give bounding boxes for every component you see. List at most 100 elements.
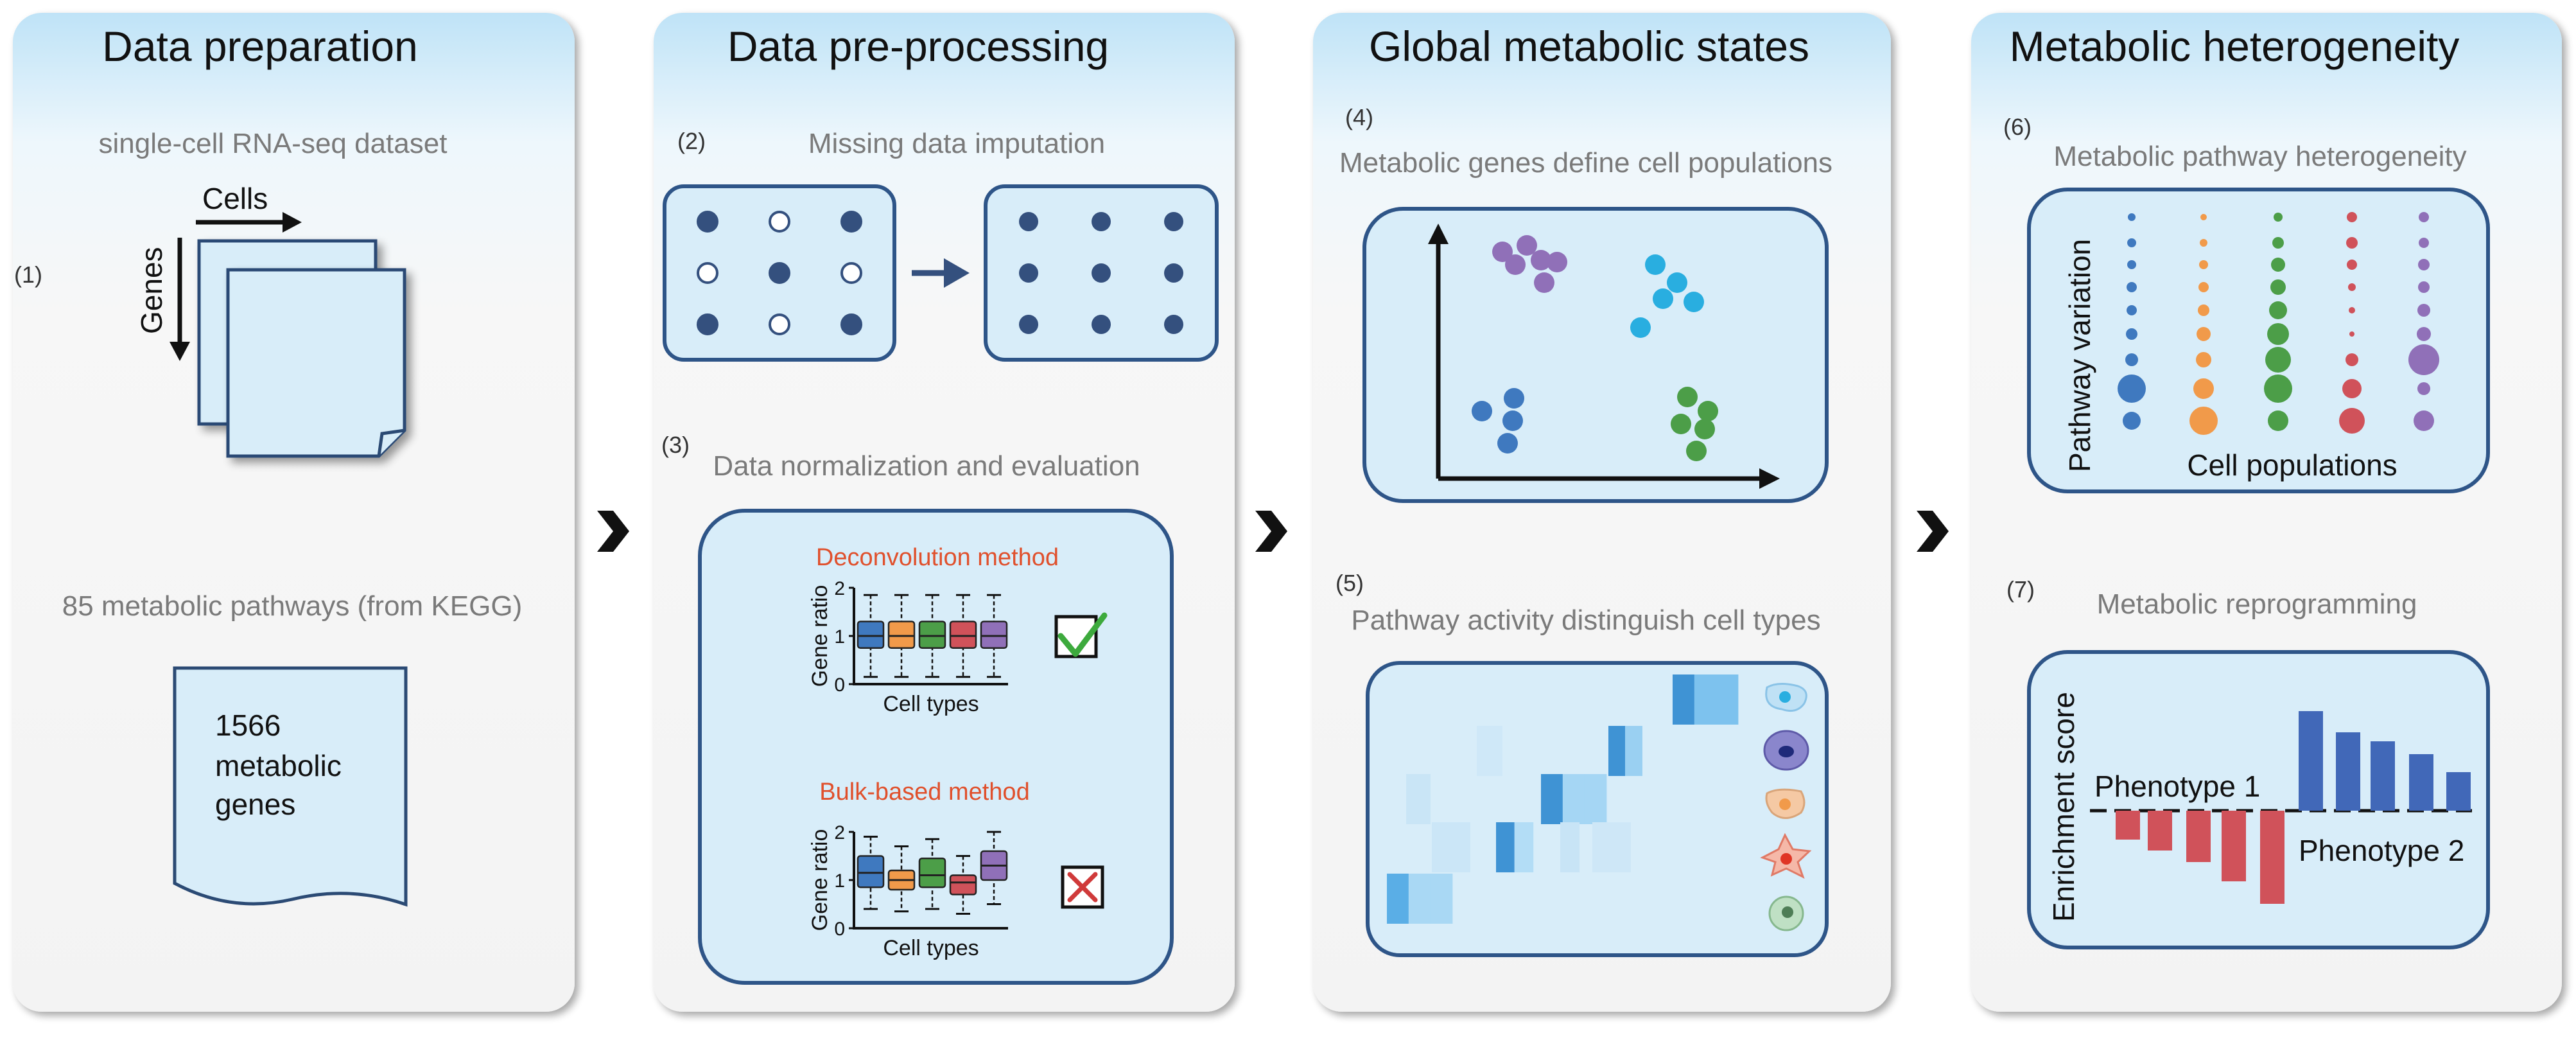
bubble (2196, 352, 2211, 367)
document-line-2: metabolic (215, 749, 342, 782)
box (857, 855, 885, 888)
cell-nucleus (1779, 798, 1791, 810)
cluster-point (1505, 254, 1526, 275)
heatmap-cell-faint (1592, 822, 1631, 872)
pathways-label: 85 metabolic pathways (from KEGG) (62, 590, 522, 622)
heatmap-cell-faint (1477, 726, 1502, 776)
cell-nucleus (1779, 691, 1791, 703)
imputation-label: Missing data imputation (808, 128, 1105, 159)
bubble (2419, 212, 2429, 222)
cluster-point (1502, 410, 1523, 431)
heatmap-cell-faint (1560, 822, 1580, 872)
bubble (2271, 258, 2285, 272)
bubble (2417, 382, 2430, 395)
heatmap-cell (1673, 674, 1695, 725)
matrix-dot (1092, 263, 1111, 283)
panel-title-3: Global metabolic states (1369, 22, 1809, 70)
cluster-point (1684, 292, 1704, 312)
tick-label: 0 (834, 674, 845, 696)
box (949, 874, 977, 895)
matrix-dot (697, 211, 718, 233)
bubble (2198, 304, 2209, 316)
enrichment-label: Enrichment score (2047, 692, 2080, 922)
bubble (2349, 331, 2354, 337)
cross-mark-icon (1061, 865, 1104, 909)
heatmap-cell (1562, 774, 1585, 824)
enrichment-bars (2116, 711, 2471, 904)
bubble (2346, 237, 2358, 249)
positive-bar (2409, 754, 2433, 811)
bubble (2118, 375, 2146, 403)
matrix-dot (697, 313, 718, 335)
heatmap-cell-faint (1432, 822, 1470, 872)
cluster-point (1630, 317, 1651, 338)
clusters-box (1362, 207, 1829, 503)
document-line-3: genes (215, 788, 295, 821)
gene-document: 1566 metabolic genes (173, 666, 408, 907)
cell-types-label: Cell types (883, 692, 979, 716)
bubble (2199, 260, 2208, 269)
imputation-arrowhead (944, 258, 970, 288)
gene-ratio-label: Gene ratio (808, 829, 832, 931)
pathway-heatmap (1387, 674, 1739, 924)
cells-label: Cells (202, 182, 268, 215)
cluster-point (1547, 252, 1567, 272)
cells-genes-stack: Cells Genes (135, 182, 406, 458)
cluster-point (1698, 401, 1718, 421)
deconvolution-label: Deconvolution method (816, 544, 1059, 571)
bubble (2189, 407, 2218, 435)
check-mark-icon (1054, 612, 1108, 658)
bubble (2127, 282, 2137, 292)
pathway-bubble-columns (2118, 212, 2439, 435)
bubble (2197, 327, 2211, 341)
matrix-dot (1092, 315, 1111, 334)
cluster-point (1492, 242, 1513, 262)
matrix-dot (1164, 212, 1183, 231)
cell-populations-label: Cell populations (2187, 448, 2397, 482)
heatmap-cell (1430, 874, 1453, 924)
bubble (2265, 347, 2291, 373)
heatmap-cell (1608, 726, 1626, 776)
sheet-fold (377, 428, 405, 457)
document-shape (173, 666, 408, 907)
matrix-dot (1019, 212, 1038, 231)
bubble (2349, 307, 2355, 313)
heatmap-cell (1387, 874, 1409, 924)
heatmap-cell (1541, 774, 1563, 824)
pathway-het-box (2027, 188, 2490, 493)
cell-clusters (1472, 235, 1718, 461)
matrix-dot (840, 211, 862, 233)
positive-bar (2371, 741, 2395, 811)
box (857, 621, 885, 649)
panel-title-1: Data preparation (102, 22, 418, 70)
step-6-label: (6) (2003, 114, 2032, 140)
reprogramming-box (2027, 650, 2490, 949)
matrix-dot (769, 262, 790, 284)
define-label: Metabolic genes define cell populations (1339, 147, 1832, 179)
bubble (2126, 328, 2137, 340)
matrix-sheet-front (226, 268, 406, 458)
bubble (2408, 344, 2439, 375)
matrix-dot (769, 211, 790, 233)
bubble (2342, 379, 2362, 398)
bubble (2268, 410, 2288, 431)
matrix-dot (840, 313, 862, 335)
reprogramming-label: Metabolic reprogramming (2097, 588, 2417, 620)
cell-types-label: Cell types (883, 936, 979, 960)
chevron-right-icon (1255, 511, 1287, 552)
tick-label: 1 (834, 626, 845, 648)
cluster-point (1677, 387, 1698, 407)
bubble (2127, 238, 2136, 247)
box (918, 621, 946, 649)
imputation-before-matrix (663, 184, 896, 362)
chevron-right-icon (597, 511, 629, 552)
cluster-point (1472, 401, 1492, 421)
bubble (2200, 239, 2207, 247)
step-5-label: (5) (1336, 570, 1364, 596)
matrix-dot (1019, 315, 1038, 334)
bubble (2128, 213, 2136, 221)
bubble (2267, 323, 2289, 345)
box (887, 621, 916, 649)
bubble (2200, 214, 2207, 220)
